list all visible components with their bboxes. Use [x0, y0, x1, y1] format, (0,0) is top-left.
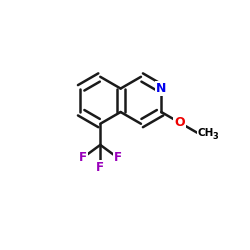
- Text: 3: 3: [213, 132, 218, 141]
- Text: N: N: [156, 82, 166, 95]
- Text: F: F: [96, 161, 104, 174]
- Text: CH: CH: [198, 128, 214, 138]
- Text: O: O: [174, 116, 185, 129]
- Text: F: F: [79, 151, 87, 164]
- Text: F: F: [114, 151, 122, 164]
